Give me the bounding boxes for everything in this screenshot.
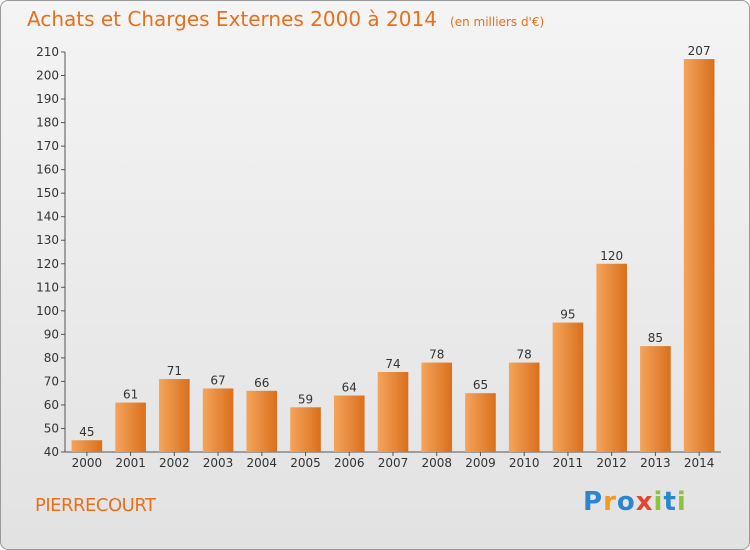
bar-2009 — [465, 393, 496, 452]
bars — [71, 59, 715, 452]
data-label-2013: 85 — [648, 331, 663, 345]
y-tick-label: 180 — [36, 116, 59, 130]
y-tick-label: 140 — [36, 210, 59, 224]
proxiti-logo[interactable]: Proxiti — [583, 487, 687, 517]
x-tick-label: 2013 — [640, 456, 671, 470]
bar-2000 — [71, 440, 103, 452]
data-label-2012: 120 — [600, 249, 623, 263]
x-tick-label: 2008 — [421, 456, 452, 470]
bar-2004 — [246, 390, 278, 452]
data-label-2004: 66 — [254, 376, 269, 390]
bar-2001 — [115, 402, 146, 452]
bar-2005 — [290, 407, 321, 452]
bar-2007 — [377, 372, 409, 452]
y-tick-label: 200 — [36, 69, 59, 83]
bar-2003 — [202, 388, 234, 452]
data-label-2000: 45 — [79, 425, 94, 439]
data-label-2007: 74 — [385, 357, 400, 371]
bar-2006 — [333, 395, 365, 452]
y-tick-label: 70 — [44, 374, 59, 388]
x-tick-label: 2009 — [465, 456, 496, 470]
logo-letter: i — [676, 487, 687, 517]
y-tick-label: 150 — [36, 186, 59, 200]
y-tick-label: 160 — [36, 163, 59, 177]
bar-2013 — [640, 346, 671, 452]
data-labels: 45 61 71 67 66 59 64 74 78 65 78 95 120 85 207 — [79, 44, 710, 439]
commune-name: PIERRECOURT — [35, 495, 156, 516]
y-tick-label: 60 — [44, 398, 59, 412]
x-tick-label: 2010 — [509, 456, 540, 470]
logo-letter: t — [663, 487, 677, 517]
x-tick-label: 2003 — [203, 456, 234, 470]
bar-2014 — [683, 59, 715, 452]
x-tick-label: 2007 — [378, 456, 409, 470]
chart-unit-note: (en milliers d'€) — [450, 15, 545, 29]
logo-letter: o — [616, 487, 636, 517]
y-tick-label: 120 — [36, 257, 59, 271]
data-label-2003: 67 — [210, 373, 225, 387]
bar-2011 — [552, 322, 584, 452]
data-label-2001: 61 — [123, 388, 138, 402]
y-tick-label: 100 — [36, 304, 59, 318]
bar-2012 — [596, 263, 627, 452]
chart-title: Achats et Charges Externes 2000 à 2014 — [27, 7, 437, 31]
logo-letter: i — [653, 487, 664, 517]
y-tick-label: 210 — [36, 45, 59, 59]
bar-2008 — [421, 362, 453, 452]
logo-letter: P — [583, 487, 604, 517]
x-tick-label: 2002 — [159, 456, 190, 470]
logo-letter: r — [603, 487, 617, 517]
x-tick-label: 2001 — [115, 456, 146, 470]
x-tick-label: 2014 — [684, 456, 715, 470]
bar-2002 — [159, 379, 190, 452]
data-label-2002: 71 — [167, 364, 182, 378]
y-tick-label: 80 — [44, 351, 59, 365]
y-tick-label: 40 — [44, 445, 59, 459]
data-label-2006: 64 — [342, 381, 357, 395]
x-tick-label: 2000 — [72, 456, 103, 470]
chart-title-block: Achats et Charges Externes 2000 à 2014 (… — [27, 7, 544, 31]
data-label-2009: 65 — [473, 378, 488, 392]
data-label-2005: 59 — [298, 392, 313, 406]
bar-2010 — [508, 362, 540, 452]
x-tick-label: 2011 — [553, 456, 584, 470]
x-tick-label: 2005 — [290, 456, 321, 470]
y-tick-label: 190 — [36, 92, 59, 106]
y-tick-label: 130 — [36, 233, 59, 247]
y-tick-label: 110 — [36, 280, 59, 294]
logo-letter: x — [635, 487, 654, 517]
data-label-2010: 78 — [517, 348, 532, 362]
y-tick-label: 170 — [36, 139, 59, 153]
data-label-2011: 95 — [560, 308, 575, 322]
x-tick-label: 2012 — [596, 456, 627, 470]
data-label-2014: 207 — [688, 44, 711, 58]
y-tick-label: 50 — [44, 421, 59, 435]
x-tick-label: 2004 — [247, 456, 278, 470]
x-tick-label: 2006 — [334, 456, 365, 470]
x-axis: 2000 2001 2002 2003 2004 2005 2006 2007 2008 2009… — [65, 451, 721, 470]
data-label-2008: 78 — [429, 348, 444, 362]
y-tick-label: 90 — [44, 327, 59, 341]
y-axis: 40 50 60 70 80 90 100 110 120 130 140 150 160 170 180 1… — [36, 45, 66, 459]
